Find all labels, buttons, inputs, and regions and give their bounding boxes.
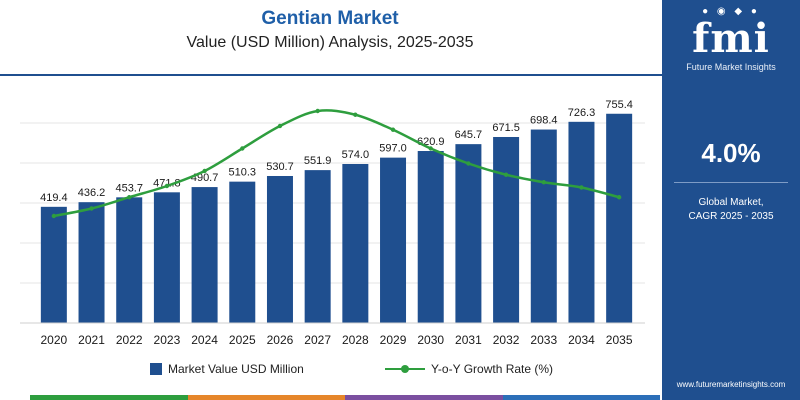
legend-line-swatch bbox=[385, 363, 425, 375]
bar bbox=[530, 129, 557, 323]
x-tick-label: 2034 bbox=[568, 333, 595, 347]
strip-segment bbox=[345, 395, 503, 400]
bar bbox=[304, 170, 331, 323]
growth-rate-point bbox=[579, 185, 584, 190]
x-tick-label: 2028 bbox=[342, 333, 369, 347]
x-tick-label: 2030 bbox=[417, 333, 444, 347]
x-tick-label: 2027 bbox=[304, 333, 331, 347]
bar-value-label: 471.8 bbox=[153, 177, 181, 189]
growth-rate-point bbox=[390, 127, 396, 132]
bar bbox=[191, 187, 218, 323]
cagr-label: Global Market, CAGR 2025 - 2035 bbox=[662, 196, 800, 224]
chart-subtitle: Value (USD Million) Analysis, 2025-2035 bbox=[186, 34, 474, 51]
x-tick-label: 2025 bbox=[229, 333, 256, 347]
bar-value-label: 645.7 bbox=[455, 129, 483, 141]
logo-icons: ● ◉ ◆ ● bbox=[702, 6, 760, 17]
chart-title: Gentian Market bbox=[261, 8, 399, 29]
cagr-label-line2: CAGR 2025 - 2035 bbox=[688, 211, 774, 222]
x-tick-label: 2021 bbox=[78, 333, 105, 347]
bar bbox=[266, 175, 293, 323]
bar bbox=[568, 121, 595, 323]
growth-rate-point bbox=[89, 206, 94, 211]
x-tick-label: 2029 bbox=[380, 333, 407, 347]
cagr-value: 4.0% bbox=[701, 138, 761, 168]
fmi-logo: ● ◉ ◆ ● fmi Future Market Insights bbox=[662, 6, 800, 72]
legend-bar-swatch bbox=[150, 363, 162, 375]
growth-rate-point bbox=[466, 161, 471, 166]
growth-rate-point bbox=[541, 180, 546, 185]
growth-rate-point bbox=[315, 108, 320, 114]
growth-rate-point bbox=[164, 183, 170, 189]
bar bbox=[153, 192, 180, 323]
bar bbox=[40, 206, 67, 323]
bar bbox=[342, 164, 369, 323]
growth-rate-line bbox=[52, 109, 621, 218]
chart-legend: Market Value USD Million Y-o-Y Growth Ra… bbox=[0, 362, 660, 382]
cagr-label-line1: Global Market, bbox=[698, 197, 764, 208]
sidebar: ● ◉ ◆ ● fmi Future Market Insights 4.0% … bbox=[662, 0, 800, 400]
bar-value-label: 436.2 bbox=[78, 187, 106, 199]
x-tick-label: 2035 bbox=[606, 333, 633, 347]
header-divider bbox=[0, 74, 662, 76]
growth-rate-point bbox=[277, 123, 283, 129]
bar bbox=[229, 181, 256, 323]
bar-value-label: 597.0 bbox=[379, 143, 407, 155]
bar-line-chart: 419.4 2020 436.2 2021 453.7 2022 471.8 2023 490.… bbox=[20, 99, 645, 347]
growth-rate-point bbox=[127, 195, 132, 200]
x-tick-label: 2031 bbox=[455, 333, 482, 347]
growth-rate-point bbox=[51, 213, 57, 219]
bar-value-label: 726.3 bbox=[568, 107, 596, 119]
bar-value-label: 755.4 bbox=[605, 99, 633, 111]
growth-rate-point bbox=[202, 168, 207, 174]
strip-segment bbox=[502, 395, 660, 400]
chart-panel: Gentian Market Value (USD Million) Analy… bbox=[0, 8, 662, 400]
legend-bar-label: Market Value USD Million bbox=[168, 362, 304, 376]
x-tick-label: 2022 bbox=[116, 333, 143, 347]
growth-rate-point bbox=[353, 112, 358, 117]
bar-value-label: 620.9 bbox=[417, 136, 445, 148]
bar-value-label: 671.5 bbox=[492, 122, 520, 134]
bar-value-label: 510.3 bbox=[229, 167, 257, 179]
growth-rate-point bbox=[616, 195, 622, 200]
x-tick-label: 2023 bbox=[154, 333, 181, 347]
bar bbox=[455, 144, 482, 323]
bar-value-label: 698.4 bbox=[530, 115, 558, 127]
strip-segment bbox=[30, 395, 188, 400]
bar-value-label: 419.4 bbox=[40, 192, 68, 204]
bar bbox=[606, 113, 633, 323]
legend-line-label: Y-o-Y Growth Rate (%) bbox=[431, 362, 554, 376]
growth-rate-point bbox=[428, 146, 433, 151]
legend-item-market-value: Market Value USD Million bbox=[150, 362, 304, 376]
x-tick-label: 2024 bbox=[191, 333, 218, 347]
logo-text: Future Market Insights bbox=[686, 62, 776, 72]
growth-rate-point bbox=[503, 172, 509, 177]
legend-item-growth-rate: Y-o-Y Growth Rate (%) bbox=[385, 362, 553, 376]
logo-mark: fmi bbox=[692, 15, 770, 62]
bar-value-label: 551.9 bbox=[304, 155, 332, 167]
x-tick-label: 2033 bbox=[530, 333, 557, 347]
bar bbox=[78, 202, 105, 323]
bar bbox=[380, 157, 407, 323]
x-tick-label: 2020 bbox=[40, 333, 67, 347]
bar-value-label: 453.7 bbox=[115, 182, 143, 194]
growth-rate-point bbox=[240, 146, 245, 151]
bar-value-label: 490.7 bbox=[191, 172, 219, 184]
x-tick-label: 2032 bbox=[493, 333, 520, 347]
bar bbox=[493, 136, 520, 323]
cagr-divider bbox=[674, 182, 788, 183]
bar bbox=[116, 197, 143, 323]
strip-segment bbox=[187, 395, 345, 400]
website-link[interactable]: www.futuremarketinsights.com bbox=[676, 380, 786, 389]
bottom-color-strip bbox=[30, 395, 660, 400]
bar-value-label: 574.0 bbox=[342, 149, 370, 161]
bar-value-label: 530.7 bbox=[266, 161, 294, 173]
bar bbox=[417, 151, 444, 323]
x-tick-label: 2026 bbox=[267, 333, 294, 347]
